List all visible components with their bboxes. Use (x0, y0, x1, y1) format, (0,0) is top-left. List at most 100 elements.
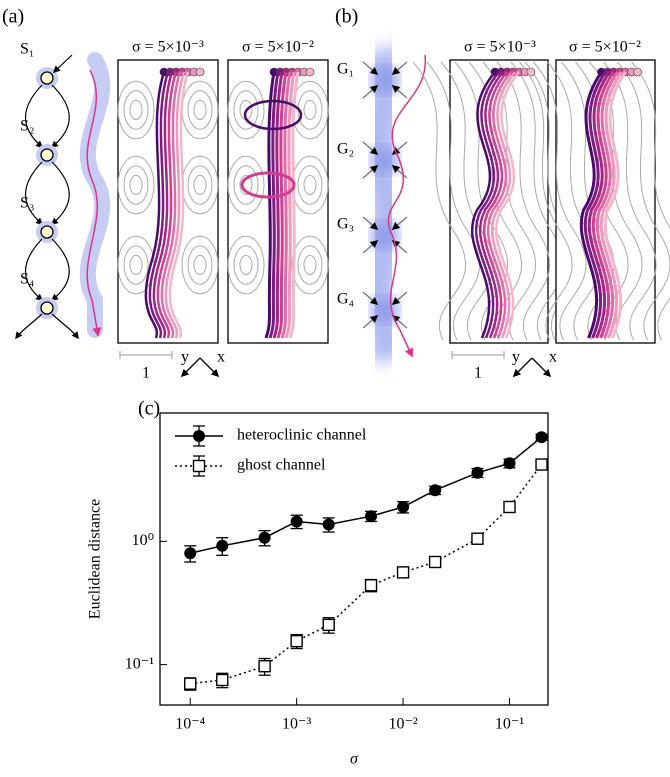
data-point (397, 500, 410, 513)
connection-arrow (25, 84, 44, 148)
axis-arrow (180, 357, 201, 378)
flow-arrow (362, 84, 379, 99)
axis-letter: y (181, 349, 189, 366)
streamline (239, 254, 253, 276)
flow-arrow (362, 216, 379, 231)
series-line (190, 436, 543, 555)
data-point (365, 510, 378, 523)
flow-arrow (362, 314, 379, 329)
sample-trajectory (264, 71, 276, 339)
data-point (216, 539, 229, 552)
axis-arrow (512, 357, 533, 378)
x-tick-label: 10⁻¹ (495, 716, 524, 733)
sample-trajectory (486, 71, 512, 339)
saddle-node (40, 71, 54, 85)
sample-trajectory (494, 71, 520, 339)
axis-letter: x (549, 349, 557, 366)
ghost-core (371, 66, 399, 94)
sample-trajectory (280, 71, 292, 339)
streamline (187, 245, 213, 285)
data-point (322, 518, 335, 531)
sample-trajectory (268, 71, 280, 339)
sample-trajectory (591, 71, 615, 339)
streamline (297, 245, 323, 285)
streamline (412, 61, 467, 341)
streamline (193, 174, 207, 196)
start-point (195, 67, 205, 77)
sample-trajectory (470, 71, 496, 339)
in-arrow (52, 54, 73, 73)
streamline (297, 165, 323, 205)
sigma-label: σ = 5×10⁻³ (464, 39, 536, 56)
axis-arrow (199, 357, 220, 378)
sample-trajectory (482, 71, 508, 339)
panel-label: (b) (335, 6, 358, 28)
streamline (291, 235, 329, 295)
flow-arrow (391, 164, 408, 179)
connection-arrow (25, 238, 44, 301)
streamline (227, 80, 265, 140)
streamline (426, 61, 481, 341)
sample-trajectory (152, 71, 174, 339)
x-tick-label: 10⁻⁴ (175, 716, 205, 733)
scale-label: 1 (142, 365, 150, 382)
data-point (184, 677, 197, 690)
ghost-band (356, 43, 411, 364)
streamline (193, 99, 207, 121)
streamline (617, 61, 670, 341)
sample-trajectory (284, 71, 296, 339)
noisy-loop (243, 99, 303, 131)
sigma-label: σ = 5×10⁻² (569, 39, 641, 56)
node-label: S₃ (20, 195, 34, 212)
node-label: S₁ (20, 41, 34, 58)
streamline (631, 61, 670, 341)
saddle-node (40, 301, 54, 315)
sample-trajectory (587, 71, 611, 339)
y-tick-label: 10⁻¹ (125, 655, 154, 672)
plot-frame (159, 412, 549, 706)
flow-arrow (391, 61, 408, 76)
x-tick-label: 10⁻² (388, 716, 417, 733)
x-tick-label: 10⁻³ (282, 716, 311, 733)
streamline (187, 90, 213, 130)
flow-arrow (391, 216, 408, 231)
legend-label: heteroclinic channel (237, 427, 367, 444)
streamline (123, 245, 149, 285)
panel-label: (a) (2, 6, 24, 28)
node-label: G₄ (337, 291, 355, 308)
noisy-loop (240, 171, 296, 199)
series-line (190, 464, 543, 685)
sample-trajectory (603, 71, 627, 339)
connection-arrow (50, 84, 70, 148)
node-label: S₄ (20, 271, 35, 288)
data-point (364, 579, 378, 592)
streamline (117, 155, 155, 215)
streamline (233, 165, 259, 205)
data-point (471, 466, 484, 479)
streamline (533, 61, 587, 341)
sample-trajectory (276, 71, 288, 339)
connection-arrow (50, 161, 70, 225)
node-label: G₁ (337, 61, 354, 78)
flow-arrow (362, 291, 379, 306)
connection-arrow (50, 238, 70, 301)
data-point (535, 431, 548, 444)
sample-trajectory (595, 71, 619, 339)
saddle-node (40, 148, 54, 162)
streamline (303, 174, 317, 196)
streamline (129, 99, 143, 121)
legend-marker (193, 430, 205, 442)
streamline (496, 61, 551, 341)
node-label: G₃ (337, 216, 354, 233)
sigma-label: σ = 5×10⁻³ (132, 39, 204, 56)
connection-arrow (25, 161, 44, 225)
out-arrow (15, 313, 43, 340)
streamline (117, 80, 155, 140)
flow-arrow (362, 61, 379, 76)
streamline (482, 61, 537, 341)
start-point (633, 67, 642, 77)
sample-trajectory (490, 71, 516, 339)
sample-trajectory (148, 71, 170, 339)
legend-label: ghost channel (237, 457, 326, 474)
